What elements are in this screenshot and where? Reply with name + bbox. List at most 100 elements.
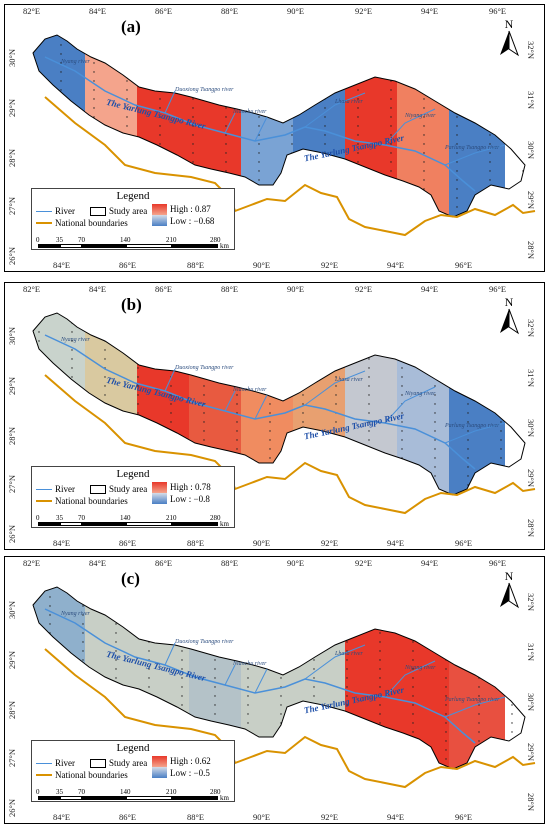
scale-label: 140	[120, 788, 131, 796]
tributary-line	[384, 386, 436, 424]
longitude-tick: 88°E	[221, 558, 239, 568]
latitude-tick: 27°N	[7, 474, 17, 493]
north-arrow-icon: N	[494, 569, 524, 609]
longitude-tick: 96°E	[455, 260, 473, 270]
latitude-tick: 30°N	[526, 693, 536, 712]
legend-study-area: Study area	[90, 758, 147, 768]
svg-text:N: N	[505, 295, 514, 309]
study-area-outline	[32, 312, 526, 496]
sub-river-label: Lhasa river	[335, 99, 363, 105]
scale-label: 0	[36, 788, 40, 796]
longitude-tick: 90°E	[287, 6, 305, 16]
north-arrow-icon: N	[494, 17, 524, 57]
tributary-line	[304, 644, 366, 680]
latitude-tick: 28°N	[7, 426, 17, 445]
legend-river: River	[36, 206, 75, 216]
tributary-line	[224, 390, 236, 412]
legend-title: Legend	[116, 468, 150, 480]
latitude-tick: 32°N	[526, 41, 536, 60]
legend-national-boundaries: National boundaries	[36, 770, 128, 780]
latitude-tick: 29°N	[7, 376, 17, 395]
scale-label: 210	[166, 236, 177, 244]
legend-title: Legend	[116, 190, 150, 202]
legend-national-boundaries: National boundaries	[36, 496, 128, 506]
longitude-tick: 88°E	[187, 538, 205, 548]
latitude-tick: 26°N	[7, 246, 17, 265]
latitude-tick: 30°N	[7, 326, 17, 345]
map-canvas	[32, 586, 536, 789]
legend-high-ramp	[152, 482, 167, 493]
legend-low-value: Low : −0.8	[170, 494, 210, 504]
scale-label: 210	[166, 788, 177, 796]
study-area-outline	[32, 34, 526, 218]
tributary-line	[384, 660, 436, 698]
latitude-tick: 28°N	[7, 148, 17, 167]
longitude-tick: 96°E	[455, 538, 473, 548]
latitude-tick: 26°N	[7, 524, 17, 543]
tributary-line	[444, 144, 506, 166]
longitude-tick: 86°E	[119, 538, 137, 548]
latitude-tick: 26°N	[7, 798, 17, 817]
main-river-line	[44, 608, 476, 744]
longitude-tick: 86°E	[155, 558, 173, 568]
tributary-line	[224, 112, 236, 134]
tributary-line	[384, 108, 436, 146]
longitude-tick: 92°E	[321, 538, 339, 548]
sub-river-label: Niyang river	[405, 391, 436, 397]
longitude-tick: 94°E	[421, 6, 439, 16]
tributary-line	[164, 368, 176, 392]
map-canvas	[32, 34, 536, 237]
map-panel-1: (a) N The Yarlung Tsangpo River The Yarl…	[4, 4, 545, 272]
latitude-tick: 30°N	[7, 48, 17, 67]
tributary-line	[254, 394, 268, 420]
longitude-tick: 96°E	[489, 558, 507, 568]
longitude-tick: 94°E	[387, 260, 405, 270]
longitude-tick: 84°E	[53, 812, 71, 822]
legend-low-ramp	[152, 493, 167, 504]
longitude-tick: 92°E	[355, 284, 373, 294]
national-boundary-line	[44, 648, 536, 789]
latitude-tick: 28°N	[526, 519, 536, 538]
national-boundary-line	[44, 96, 536, 237]
longitude-tick: 92°E	[355, 558, 373, 568]
tributary-line	[444, 696, 506, 718]
longitude-tick: 82°E	[23, 284, 41, 294]
latitude-tick: 31°N	[526, 643, 536, 662]
longitude-tick: 94°E	[387, 538, 405, 548]
scale-label: 210	[166, 514, 177, 522]
legend-high-value: High : 0.62	[170, 756, 211, 766]
map-canvas	[32, 312, 536, 515]
sub-river-label: Nianchu river	[233, 661, 267, 667]
legend-low-ramp	[152, 767, 167, 778]
scale-unit: km	[220, 794, 229, 802]
longitude-tick: 90°E	[287, 284, 305, 294]
scale-bar: 0 35 70 140 210 280 km	[36, 514, 229, 528]
latitude-tick: 29°N	[526, 191, 536, 210]
longitude-tick: 86°E	[119, 260, 137, 270]
legend-high-ramp	[152, 756, 167, 767]
sub-river-label: Lhasa river	[335, 377, 363, 383]
tributary-line	[224, 664, 236, 686]
latitude-tick: 30°N	[7, 600, 17, 619]
scale-label: 140	[120, 236, 131, 244]
main-river-line	[44, 56, 476, 192]
sub-river-label: Lhasa river	[335, 651, 363, 657]
longitude-tick: 86°E	[155, 284, 173, 294]
longitude-tick: 82°E	[23, 6, 41, 16]
latitude-tick: 30°N	[526, 419, 536, 438]
sub-river-label: Nyang river	[61, 337, 90, 343]
panel-label: (b)	[121, 295, 142, 314]
sub-river-label: Niyang river	[405, 665, 436, 671]
latitude-tick: 27°N	[7, 196, 17, 215]
scale-label: 35	[56, 514, 63, 522]
sub-river-label: Duoxiong Tsangpo river	[175, 87, 234, 93]
longitude-tick: 88°E	[221, 6, 239, 16]
scale-label: 140	[120, 514, 131, 522]
scale-unit: km	[220, 242, 229, 250]
longitude-tick: 94°E	[421, 284, 439, 294]
latitude-tick: 30°N	[526, 141, 536, 160]
scale-label: 35	[56, 788, 63, 796]
latitude-tick: 27°N	[7, 748, 17, 767]
tributary-line	[254, 116, 268, 142]
longitude-tick: 90°E	[287, 558, 305, 568]
